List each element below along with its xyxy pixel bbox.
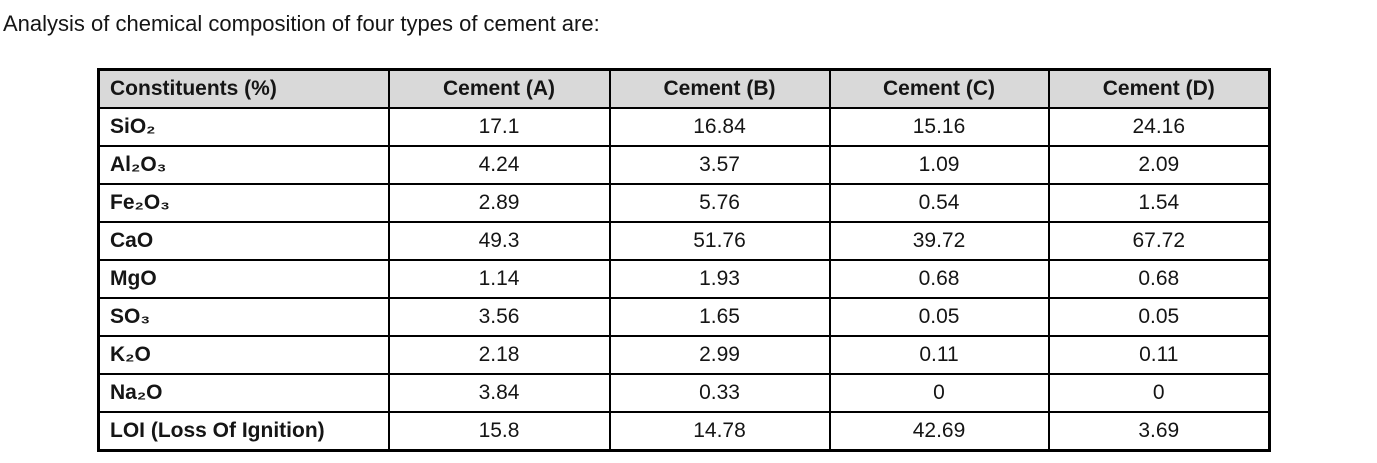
value-cell: 3.84 [387,373,611,413]
table-row: Al₂O₃ 4.24 3.57 1.09 2.09 [97,145,1271,185]
value-cell: 2.99 [608,335,831,375]
value-cell: 0 [1047,373,1271,413]
value-cell: 0.11 [1047,335,1271,375]
table-header: Constituents (%) Cement (A) Cement (B) C… [97,68,1271,109]
value-cell: 1.14 [387,259,611,299]
value-cell: 16.84 [608,107,831,147]
value-cell: 0.05 [828,297,1050,337]
table-row: LOI (Loss Of Ignition) 15.8 14.78 42.69 3.69 [97,411,1271,452]
header-cement-b: Cement (B) [608,68,831,109]
value-cell: 24.16 [1047,107,1271,147]
header-cement-d: Cement (D) [1047,68,1271,109]
constituent-cell: MgO [97,259,390,299]
value-cell: 67.72 [1047,221,1271,261]
header-cement-a: Cement (A) [387,68,611,109]
constituent-cell: SO₃ [97,297,390,337]
value-cell: 1.09 [828,145,1050,185]
table-row: K₂O 2.18 2.99 0.11 0.11 [97,335,1271,375]
value-cell: 4.24 [387,145,611,185]
table-row: MgO 1.14 1.93 0.68 0.68 [97,259,1271,299]
value-cell: 39.72 [828,221,1050,261]
value-cell: 17.1 [387,107,611,147]
constituent-cell: SiO₂ [97,107,390,147]
value-cell: 1.93 [608,259,831,299]
header-row: Constituents (%) Cement (A) Cement (B) C… [97,68,1271,109]
page-title: Analysis of chemical composition of four… [3,11,600,36]
value-cell: 49.3 [387,221,611,261]
value-cell: 42.69 [828,411,1050,452]
header-constituents: Constituents (%) [97,68,390,109]
constituent-cell: Al₂O₃ [97,145,390,185]
value-cell: 0.68 [828,259,1050,299]
value-cell: 14.78 [608,411,831,452]
value-cell: 0.11 [828,335,1050,375]
value-cell: 2.89 [387,183,611,223]
value-cell: 1.54 [1047,183,1271,223]
constituent-cell: K₂O [97,335,390,375]
cement-composition-table: Constituents (%) Cement (A) Cement (B) C… [97,68,1271,452]
value-cell: 3.57 [608,145,831,185]
value-cell: 3.56 [387,297,611,337]
table-row: Na₂O 3.84 0.33 0 0 [97,373,1271,413]
value-cell: 0.54 [828,183,1050,223]
table-body: SiO₂ 17.1 16.84 15.16 24.16 Al₂O₃ 4.24 3.57 1.09… [97,107,1271,452]
value-cell: 0.05 [1047,297,1271,337]
table-row: SiO₂ 17.1 16.84 15.16 24.16 [97,107,1271,147]
table-row: CaO 49.3 51.76 39.72 67.72 [97,221,1271,261]
table-row: Fe₂O₃ 2.89 5.76 0.54 1.54 [97,183,1271,223]
value-cell: 15.16 [828,107,1050,147]
header-cement-c: Cement (C) [828,68,1050,109]
value-cell: 0 [828,373,1050,413]
value-cell: 3.69 [1047,411,1271,452]
value-cell: 0.68 [1047,259,1271,299]
value-cell: 0.33 [608,373,831,413]
constituent-cell: CaO [97,221,390,261]
value-cell: 2.18 [387,335,611,375]
constituent-cell: LOI (Loss Of Ignition) [97,411,390,452]
value-cell: 2.09 [1047,145,1271,185]
value-cell: 1.65 [608,297,831,337]
value-cell: 51.76 [608,221,831,261]
table-row: SO₃ 3.56 1.65 0.05 0.05 [97,297,1271,337]
value-cell: 5.76 [608,183,831,223]
value-cell: 15.8 [387,411,611,452]
constituent-cell: Fe₂O₃ [97,183,390,223]
constituent-cell: Na₂O [97,373,390,413]
